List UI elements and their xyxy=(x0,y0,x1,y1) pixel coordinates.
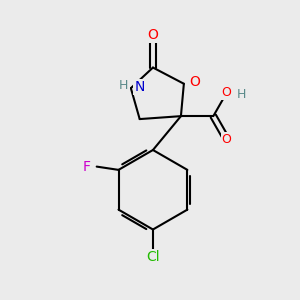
Text: O: O xyxy=(189,75,200,89)
Text: O: O xyxy=(222,86,232,99)
Text: Cl: Cl xyxy=(146,250,160,265)
Text: O: O xyxy=(222,133,232,146)
Text: O: O xyxy=(148,28,158,42)
Text: H: H xyxy=(237,88,246,100)
Text: H: H xyxy=(119,79,128,92)
Text: F: F xyxy=(83,160,91,174)
Text: N: N xyxy=(134,80,145,94)
